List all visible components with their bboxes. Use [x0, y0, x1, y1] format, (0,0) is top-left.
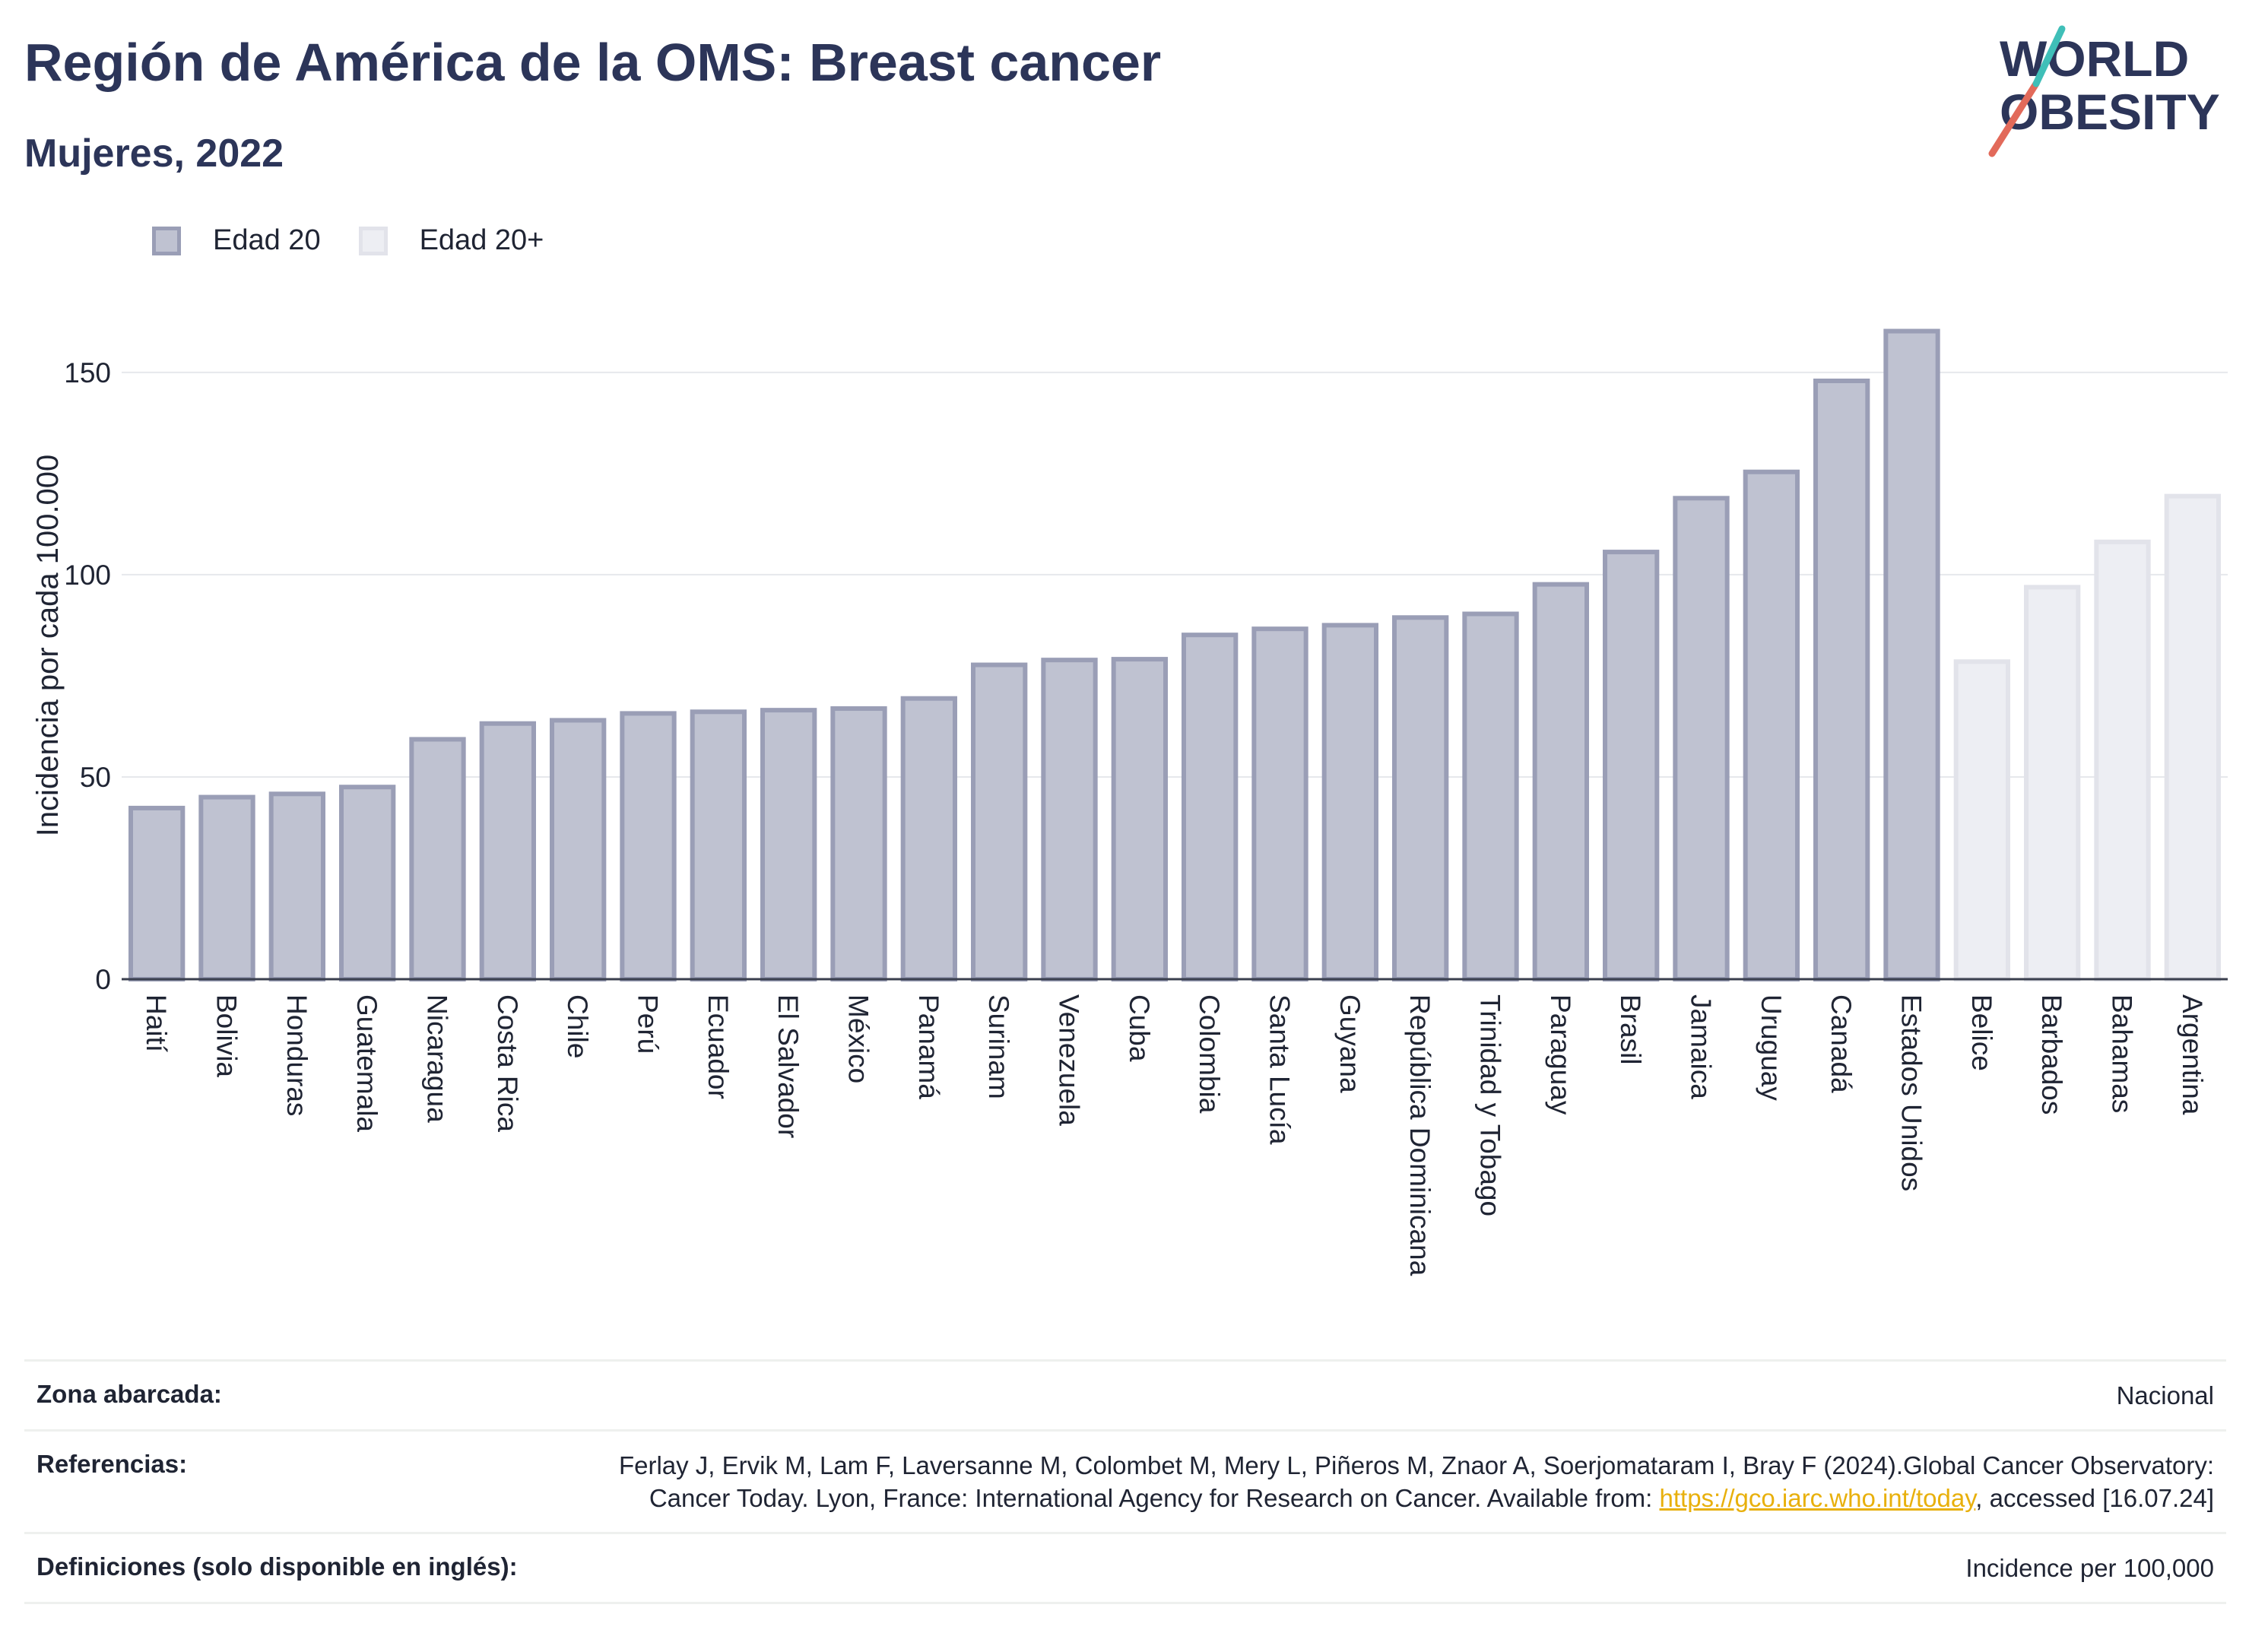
x-tick-label: Bahamas: [2107, 994, 2138, 1113]
bar: [2164, 493, 2221, 981]
references-value: Ferlay J, Ervik M, Lam F, Laversanne M, …: [617, 1450, 2214, 1515]
bar: [409, 737, 466, 982]
definitions-label: Definiciones (solo disponible en inglés)…: [36, 1552, 518, 1581]
bar: [550, 718, 607, 982]
footer-row-zone: Zona abarcada: Nacional: [24, 1359, 2226, 1429]
bar: [1813, 378, 1870, 981]
y-axis-title: Incidencia por cada 100.000: [31, 455, 65, 837]
bar: [1532, 582, 1589, 981]
bar: [900, 696, 957, 981]
bar: [690, 709, 747, 981]
bar: [760, 708, 817, 981]
zone-value: Nacional: [2116, 1381, 2214, 1409]
references-label: Referencias:: [36, 1449, 188, 1478]
x-tick-label: Haití: [141, 994, 172, 1053]
zone-label: Zona abarcada:: [36, 1380, 222, 1408]
references-accessed: , accessed [16.07.24]: [1975, 1483, 2214, 1512]
x-tick-label: Brasil: [1615, 994, 1646, 1065]
x-tick-label: Uruguay: [1756, 994, 1787, 1101]
y-tick-label: 50: [80, 762, 111, 793]
y-tick-label: 0: [95, 964, 111, 995]
x-tick-label: Estados Unidos: [1896, 994, 1927, 1191]
legend-swatch-edad-20: [152, 226, 181, 255]
x-tick-label: Canadá: [1826, 994, 1857, 1093]
x-tick-label: México: [843, 994, 874, 1083]
bar: [1603, 550, 1660, 981]
bar: [1673, 496, 1730, 982]
x-tick-label: Belice: [1966, 994, 1997, 1071]
bar: [198, 794, 255, 982]
legend-swatch-edad-20-plus: [358, 226, 388, 255]
x-tick-label: Santa Lucía: [1264, 994, 1296, 1145]
bar: [1251, 626, 1308, 981]
page-subtitle: Mujeres, 2022: [24, 132, 284, 176]
references-text: Ferlay J, Ervik M, Lam F, Laversanne M, …: [618, 1451, 2214, 1512]
x-tick-label: Costa Rica: [492, 994, 523, 1132]
x-tick-label: Cuba: [1124, 994, 1155, 1062]
legend-item-edad-20-plus[interactable]: Edad 20+: [358, 224, 544, 257]
chart-footer: Zona abarcada: Nacional Referencias: Fer…: [24, 1359, 2226, 1604]
x-tick-label: Guyana: [1334, 994, 1366, 1093]
legend-item-edad-20[interactable]: Edad 20: [152, 224, 321, 257]
x-tick-label: Guatemala: [351, 994, 382, 1132]
x-tick-label: Honduras: [281, 994, 312, 1116]
legend-label-edad-20: Edad 20: [213, 224, 321, 256]
x-tick-label: Ecuador: [703, 994, 734, 1099]
bar: [1743, 469, 1800, 982]
x-tick-label: República Dominicana: [1404, 994, 1435, 1276]
x-tick-label: Trinidad y Tobago: [1475, 994, 1506, 1216]
world-obesity-logo: WORLD OBESITY: [1988, 25, 2220, 157]
x-tick-label: Chile: [562, 994, 593, 1058]
bar: [1953, 659, 2010, 981]
svg-text:OBESITY: OBESITY: [2000, 84, 2220, 140]
x-tick-label: Jamaica: [1686, 994, 1717, 1099]
bar: [1182, 633, 1239, 981]
x-tick-label: El Salvador: [772, 994, 804, 1138]
references-link[interactable]: https://gco.iarc.who.int/today: [1659, 1483, 1976, 1512]
bar: [268, 791, 325, 982]
bar: [830, 706, 887, 982]
legend-label-edad-20-plus: Edad 20+: [419, 224, 544, 256]
bar: [1392, 615, 1449, 981]
bar: [1041, 658, 1098, 981]
x-tick-label: Paraguay: [1545, 994, 1576, 1115]
x-tick-label: Barbados: [2036, 994, 2067, 1115]
x-tick-label: Surinam: [983, 994, 1014, 1099]
bar: [971, 662, 1028, 981]
bar: [339, 785, 396, 981]
bar: [2024, 585, 2081, 981]
definitions-value: Incidence per 100,000: [1965, 1553, 2214, 1582]
x-tick-label: Bolivia: [211, 994, 243, 1077]
bar-chart: 0 50 100 150 Incidencia por cada 100.000 Hait…: [31, 328, 2228, 1276]
bar: [1462, 611, 1519, 981]
page-title: Región de América de la OMS: Breast canc…: [24, 33, 1162, 92]
bar: [1883, 328, 1940, 982]
bar: [1321, 623, 1378, 981]
bar: [479, 721, 536, 981]
footer-row-references: Referencias: Ferlay J, Ervik M, Lam F, L…: [24, 1428, 2226, 1532]
footer-row-definitions: Definiciones (solo disponible en inglés)…: [24, 1531, 2226, 1604]
x-tick-label: Venezuela: [1054, 994, 1085, 1126]
svg-text:WORLD: WORLD: [2000, 30, 2189, 87]
x-tick-label: Panamá: [913, 994, 944, 1099]
x-tick-label: Argentina: [2177, 994, 2208, 1115]
bar: [128, 805, 186, 981]
x-tick-label: Perú: [633, 994, 664, 1054]
bar: [2094, 539, 2151, 981]
bar: [1111, 657, 1168, 981]
y-tick-label: 100: [64, 560, 111, 591]
x-tick-label: Colombia: [1194, 994, 1225, 1114]
bar: [620, 711, 677, 981]
chart-legend: Edad 20 Edad 20+: [152, 224, 582, 257]
y-tick-label: 150: [64, 357, 111, 388]
x-tick-label: Nicaragua: [422, 994, 453, 1123]
